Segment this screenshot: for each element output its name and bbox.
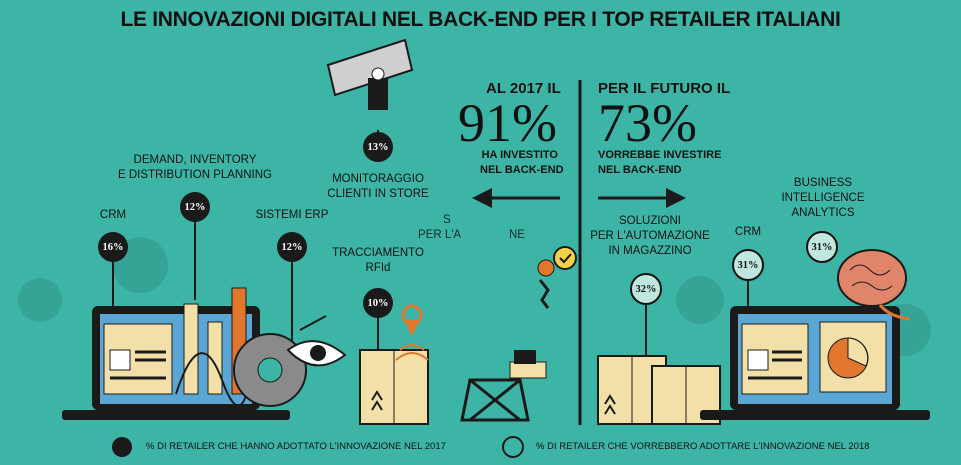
- left-stat-value: 91%: [458, 93, 557, 153]
- item-erp-value: 12%: [277, 232, 307, 262]
- ghost-text-2: PER L'A: [418, 229, 462, 241]
- item-bi-label-2: INTELLIGENCE: [781, 192, 865, 204]
- item-monitoraggio-label-2: CLIENTI IN STORE: [327, 188, 429, 200]
- item-rfid-value: 10%: [363, 288, 393, 318]
- left-stat-caption-1: HA INVESTITO: [481, 149, 558, 161]
- item-crm-2017-label: CRM: [99, 209, 127, 221]
- item-bi-label-3: ANALYTICS: [791, 207, 855, 219]
- page-title: LE INNOVAZIONI DIGITALI NEL BACK-END PER…: [120, 8, 841, 31]
- legend-2018-text: % DI RETAILER CHE VORREBBERO ADOTTARE L'…: [536, 441, 870, 452]
- item-automazione-label-1: SOLUZIONI: [619, 215, 681, 227]
- right-stat-value: 73%: [598, 93, 697, 153]
- item-automazione-label-3: IN MAGAZZINO: [608, 245, 692, 257]
- ghost-text-3: NE: [509, 229, 525, 241]
- right-stat-caption-1: VORREBBE INVESTIRE: [598, 149, 722, 161]
- item-rfid-label-2: RFId: [365, 262, 391, 274]
- ghost-text-1: S: [443, 214, 451, 226]
- automation-arm-illustration: [460, 246, 577, 422]
- legend-dark-swatch: [112, 437, 132, 457]
- item-bi-label-1: BUSINESS: [793, 177, 853, 189]
- item-monitoraggio-label-1: MONITORAGGIO: [332, 173, 424, 185]
- item-demand-label-1: DEMAND, INVENTORY: [133, 154, 257, 166]
- left-arrow: [472, 188, 560, 208]
- laptop-left: [62, 287, 290, 420]
- rfid-boxes: [359, 304, 429, 425]
- right-arrow: [598, 188, 686, 208]
- right-stat-heading: PER IL FUTURO IL: [598, 80, 731, 97]
- right-stat-caption-2: NEL BACK-END: [598, 164, 682, 176]
- legend-2017-text: % DI RETAILER CHE HANNO ADOTTATO L'INNOV…: [146, 441, 446, 452]
- item-rfid-label-1: TRACCIAMENTO: [332, 247, 424, 259]
- item-crm-2017-value: 16%: [98, 232, 128, 262]
- laptop-right: [700, 306, 930, 420]
- item-demand-label-2: E DISTRIBUTION PLANNING: [118, 169, 272, 181]
- left-stat-caption-2: NEL BACK-END: [480, 164, 564, 176]
- item-automazione-value: 32%: [630, 273, 662, 305]
- legend-light-swatch: [502, 436, 524, 458]
- item-automazione-label-2: PER L'AUTOMAZIONE: [590, 230, 710, 242]
- left-stat-heading: AL 2017 IL: [486, 80, 561, 97]
- item-erp-label: SISTEMI ERP: [255, 209, 329, 221]
- item-monitoraggio-value: 13%: [363, 132, 393, 162]
- item-crm-future-label: CRM: [734, 226, 762, 238]
- gear-eye-illustration: [233, 315, 347, 407]
- security-camera-illustration: [326, 38, 414, 110]
- item-demand-value: 12%: [180, 192, 210, 222]
- item-bi-value: 31%: [806, 231, 838, 263]
- item-crm-future-value: 31%: [732, 249, 764, 281]
- brain-illustration: [837, 249, 911, 321]
